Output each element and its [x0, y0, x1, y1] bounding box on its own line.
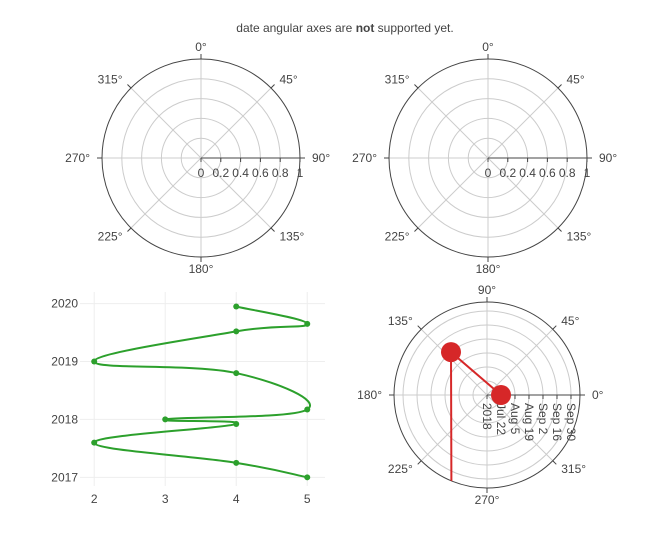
polar-subplot-bottom-right: 2018 Jul 22 Aug 5 Aug 19 Sep 2 Sep 16 Sep 30 0°…	[357, 283, 604, 507]
angular-grid-line	[486, 394, 554, 462]
radial-tick-label: Sep 16	[550, 403, 564, 441]
angular-tick-label: 225°	[98, 229, 123, 243]
series-point	[233, 328, 240, 335]
radial-tick-label: Sep 2	[536, 403, 550, 435]
radial-tick-label: 0.2	[499, 166, 516, 180]
series-point	[233, 303, 240, 310]
x-tick-label: 5	[304, 492, 311, 506]
angular-grid-line	[200, 87, 272, 159]
angular-tick-label: 270°	[352, 151, 377, 165]
angular-tick-label: 180°	[476, 262, 501, 276]
radial-tick-label: Aug 5	[508, 403, 522, 435]
angular-tick-label: 225°	[385, 229, 410, 243]
angular-grid-line	[420, 394, 488, 462]
radial-tick-label: 0.4	[232, 166, 249, 180]
radial-tick-label: 0.4	[519, 166, 536, 180]
angular-tick-mark	[414, 227, 419, 232]
x-tick-label: 3	[162, 492, 169, 506]
series-line	[93, 305, 311, 479]
radial-tick-label: 0.8	[272, 166, 289, 180]
angular-tick-label: 315°	[385, 73, 410, 87]
angular-tick-label: 270°	[475, 493, 500, 507]
cartesian-subplot-bottom-left: 2 3 4 5 2017 2018 2019 2020	[51, 292, 325, 506]
angular-grid-line	[486, 328, 554, 396]
angular-tick-label: 315°	[561, 462, 586, 476]
angular-tick-mark	[552, 460, 557, 465]
angular-tick-mark	[270, 84, 275, 89]
series-point	[491, 385, 511, 405]
series-point	[91, 439, 98, 446]
radial-tick-label: Jul 22	[494, 403, 508, 435]
angular-tick-mark	[417, 460, 422, 465]
radial-tick-label: 0	[198, 166, 205, 180]
angular-grid-line	[420, 328, 488, 396]
series-point	[304, 320, 311, 327]
angular-grid-line	[130, 87, 202, 159]
radial-tick-label: 0	[485, 166, 492, 180]
angular-tick-mark	[417, 325, 422, 330]
radial-tick-label: 0.6	[252, 166, 269, 180]
series-point	[233, 421, 240, 428]
series-point	[304, 406, 311, 413]
angular-tick-mark	[414, 84, 419, 89]
radial-tick-label: 2018	[480, 403, 494, 430]
angular-tick-label: 45°	[561, 314, 579, 328]
angular-tick-label: 90°	[478, 283, 496, 297]
angular-tick-label: 90°	[599, 151, 617, 165]
angular-tick-mark	[557, 227, 562, 232]
angular-tick-mark	[552, 325, 557, 330]
radial-tick-label: 0.6	[539, 166, 556, 180]
angular-grid-line	[130, 157, 202, 229]
y-tick-label: 2017	[51, 470, 78, 484]
radial-tick-label: 0.2	[212, 166, 229, 180]
angular-grid-line	[487, 157, 559, 229]
angular-tick-label: 180°	[189, 262, 214, 276]
angular-tick-label: 45°	[279, 73, 297, 87]
angular-grid-line	[487, 87, 559, 159]
angular-tick-label: 0°	[195, 40, 207, 54]
angular-tick-label: 135°	[388, 314, 413, 328]
angular-tick-mark	[127, 84, 132, 89]
radial-tick-label: Sep 30	[564, 403, 578, 441]
angular-tick-label: 0°	[592, 388, 604, 402]
angular-tick-label: 90°	[312, 151, 330, 165]
y-tick-label: 2018	[51, 412, 78, 426]
radial-tick-label: Aug 19	[522, 403, 536, 441]
radial-tick-label: 1	[584, 166, 591, 180]
polar-subplot-top-right: 0 0.2 0.4 0.6 0.8 1 0° 45° 90° 135° 180° 225° 270° 31…	[352, 40, 617, 276]
series-point	[304, 474, 311, 481]
angular-grid-line	[417, 87, 489, 159]
angular-tick-mark	[270, 227, 275, 232]
x-tick-label: 2	[91, 492, 98, 506]
angular-tick-label: 135°	[279, 229, 304, 243]
angular-grid-line	[417, 157, 489, 229]
y-tick-label: 2019	[51, 354, 78, 368]
angular-tick-label: 45°	[566, 73, 584, 87]
radial-tick-label: 0.8	[559, 166, 576, 180]
angular-tick-label: 135°	[566, 229, 591, 243]
series-point	[441, 342, 462, 363]
angular-tick-label: 225°	[388, 462, 413, 476]
y-tick-label: 2020	[51, 297, 78, 311]
angular-tick-label: 315°	[98, 73, 123, 87]
angular-tick-label: 0°	[482, 40, 494, 54]
series-point	[91, 358, 98, 365]
angular-grid-line	[200, 157, 272, 229]
angular-tick-mark	[557, 84, 562, 89]
angular-tick-label: 270°	[65, 151, 90, 165]
polar-subplot-top-left: 0 0.2 0.4 0.6 0.8 1 0° 45° 90° 135° 180° 225° 270° 31…	[65, 40, 330, 276]
series-point	[233, 459, 240, 466]
x-tick-label: 4	[233, 492, 240, 506]
radial-tick-label: 1	[297, 166, 304, 180]
angular-tick-label: 180°	[357, 388, 382, 402]
figure-title: date angular axes are not supported yet.	[236, 21, 453, 35]
series-point	[162, 416, 169, 423]
series-point	[233, 370, 240, 377]
angular-tick-mark	[127, 227, 132, 232]
